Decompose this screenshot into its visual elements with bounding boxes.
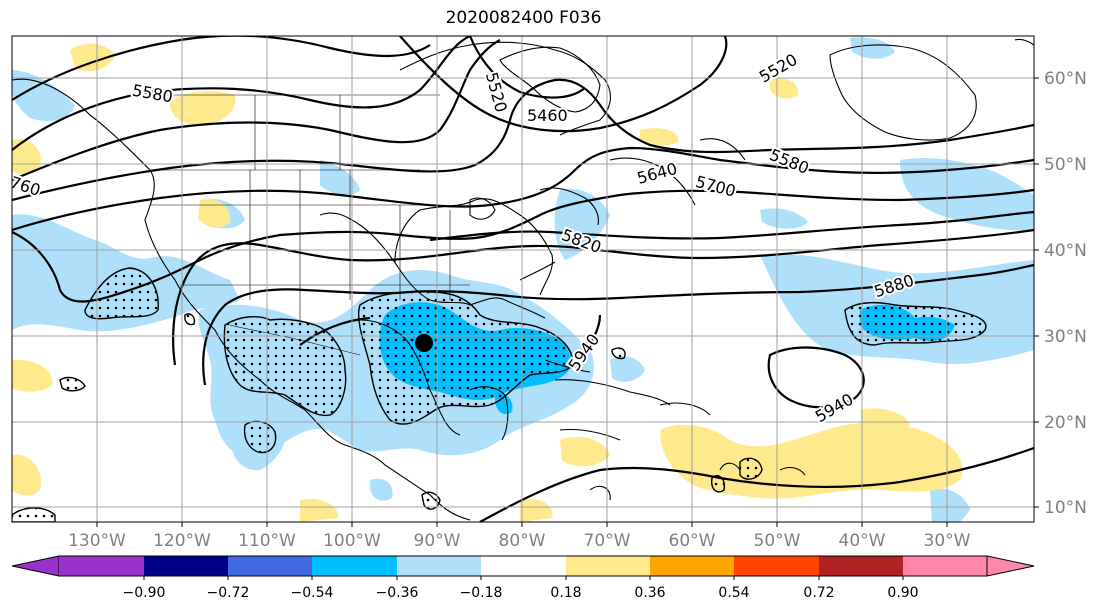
lon-tick-label: 50°W: [754, 531, 801, 551]
lat-tick-label: 60°N: [1044, 69, 1087, 89]
colorbar-bin: [481, 556, 566, 576]
lat-tick-label: 10°N: [1044, 498, 1087, 518]
lon-tick-label: 30°W: [924, 531, 971, 551]
colorbar-extend-high: [986, 555, 1035, 577]
contour-label: 5520: [482, 70, 511, 114]
colorbar-tick-label: −0.18: [460, 585, 503, 601]
colorbar-bin: [312, 556, 397, 576]
contour-label: 5640: [635, 159, 679, 188]
lon-tick-label: 70°W: [584, 531, 631, 551]
colorbar-extend-low: [11, 555, 60, 577]
coastlines: [12, 38, 1034, 521]
colorbar-bin: [397, 556, 481, 576]
colorbar-bin: [228, 556, 312, 576]
colorbar-tick-label: −0.72: [207, 585, 250, 601]
colorbar-bin: [566, 556, 650, 576]
colorbar-bin: [144, 556, 228, 576]
colorbar-tick-label: −0.90: [123, 585, 166, 601]
colorbar-tick-label: 0.72: [803, 585, 834, 601]
lat-lon-grid: [12, 36, 1034, 522]
colorbar-bin: [903, 556, 987, 576]
lat-tick-label: 20°N: [1044, 413, 1087, 433]
colorbar-bin: [819, 556, 903, 576]
map-frame: [11, 35, 1035, 523]
lon-tick-label: 100°W: [323, 531, 381, 551]
contour-label: 5940: [812, 390, 857, 427]
map-title: 2020082400 F036: [445, 8, 602, 28]
contour-label: 5460: [527, 106, 568, 125]
colorbar-tick-label: 0.36: [634, 585, 665, 601]
colorbar-bin: [650, 556, 734, 576]
lon-tick-label: 80°W: [499, 531, 546, 551]
colorbar-tick-label: −0.36: [376, 585, 419, 601]
colorbar-bin: [59, 556, 144, 576]
lon-tick-label: 90°W: [414, 531, 461, 551]
colorbar-bin: [734, 556, 819, 576]
colorbar-tick-label: 0.18: [550, 585, 581, 601]
colorbar-tick-label: 0.90: [887, 585, 918, 601]
lat-tick-label: 40°N: [1044, 241, 1087, 261]
colorbar: −0.90 −0.72 −0.54 −0.36 −0.18 0.18 0.36 …: [11, 555, 1035, 601]
longitude-labels: 130°W 120°W 110°W 100°W 90°W 80°W 70°W 6…: [68, 531, 971, 551]
contour-label: 5580: [131, 81, 174, 107]
lon-tick-label: 40°W: [839, 531, 886, 551]
lon-tick-label: 130°W: [68, 531, 126, 551]
contour-label: 5760: [0, 169, 43, 200]
lon-tick-label: 60°W: [669, 531, 716, 551]
latitude-labels: 60°N 50°N 40°N 30°N 20°N 10°N: [1044, 69, 1087, 518]
colorbar-tick-label: −0.54: [291, 585, 334, 601]
storm-center-marker: [415, 334, 433, 352]
lat-tick-label: 30°N: [1044, 327, 1087, 347]
colorbar-tick-label: 0.54: [718, 585, 749, 601]
lon-tick-label: 110°W: [238, 531, 296, 551]
tick-marks: [96, 77, 1039, 527]
map-plot-area: 5580 5520 5460 5520 5760 5640 5700 5580 …: [0, 36, 1034, 522]
lat-tick-label: 50°N: [1044, 155, 1087, 175]
lon-tick-label: 120°W: [153, 531, 211, 551]
contour-label: 5700: [694, 172, 738, 201]
